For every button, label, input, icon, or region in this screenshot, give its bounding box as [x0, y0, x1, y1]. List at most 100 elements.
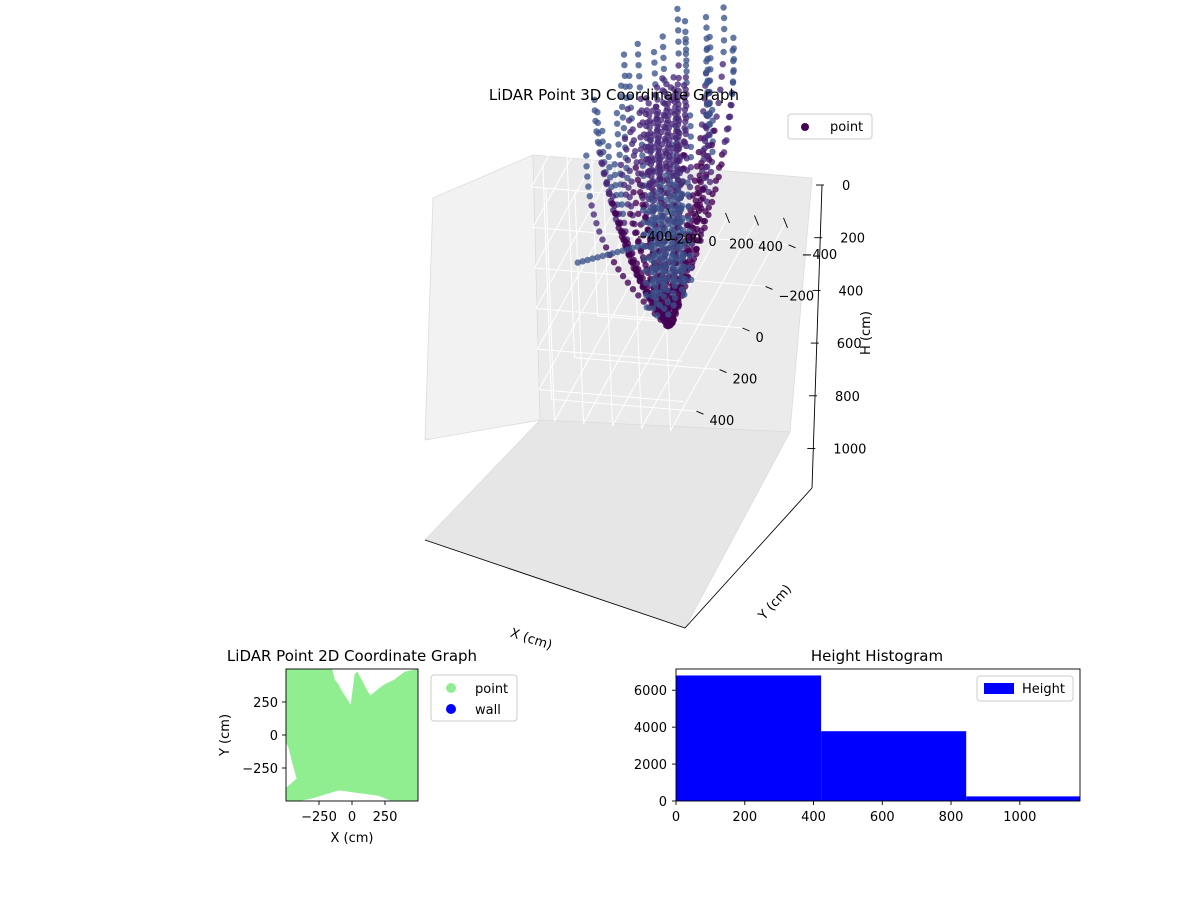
point-3d [621, 135, 629, 142]
point-3d [673, 242, 680, 249]
y-tick-label-3d: 400 [710, 414, 735, 429]
point-3d [730, 34, 737, 41]
point-3d [617, 161, 625, 169]
point-3d [721, 25, 728, 33]
point-3d [637, 134, 644, 141]
point-3d [682, 35, 689, 43]
point-3d [673, 230, 680, 237]
grid-line-left-y [542, 166, 552, 400]
grid-line-back-x [603, 192, 613, 427]
point-3d [651, 270, 659, 277]
point-3d [675, 38, 682, 45]
point-3d [588, 202, 595, 209]
point-3d [729, 79, 737, 86]
plot-histogram: Height Histogram 0 200 400 600 800 1000 0 2000 4… [634, 647, 1081, 825]
point-3d [645, 167, 653, 175]
point-3d [679, 242, 686, 250]
point-3d [598, 159, 605, 166]
point-3d [703, 153, 711, 160]
point-3d [614, 131, 621, 138]
point-3d [643, 304, 650, 311]
point-3d [586, 193, 593, 200]
point-3d [682, 130, 689, 138]
point-3d [639, 194, 646, 202]
grid-line-back-z [537, 348, 683, 362]
point-3d [579, 258, 586, 265]
point-3d [634, 51, 642, 58]
point-3d [686, 228, 693, 235]
point-3d [640, 219, 647, 226]
point-3d [688, 276, 695, 283]
point-3d [624, 105, 631, 113]
point-3d [649, 265, 656, 272]
point-3d [674, 164, 681, 172]
point-3d [661, 278, 668, 286]
point-3d [718, 161, 725, 168]
x-tick-label-hist: 800 [939, 810, 964, 825]
point-3d [619, 114, 627, 121]
point-3d [677, 261, 685, 269]
x-tick-label-3d: −400 [637, 230, 673, 245]
point-3d [633, 159, 640, 166]
point-3d [711, 127, 718, 134]
point-3d [719, 60, 726, 68]
point-3d [685, 203, 692, 211]
point-3d [624, 279, 632, 286]
point-3d [622, 83, 629, 90]
point-3d [619, 247, 626, 254]
point-3d [706, 120, 713, 128]
point-3d [717, 86, 724, 93]
point-3d [668, 108, 675, 115]
point-3d [619, 272, 627, 280]
x-tick-label-3d: 200 [729, 237, 754, 252]
point-3d [702, 13, 710, 21]
point-3d [624, 201, 632, 208]
y-axis-label-2d: Y (cm) [218, 714, 233, 757]
point-3d [706, 178, 714, 186]
point-3d [672, 307, 679, 314]
point-3d [606, 164, 613, 171]
point-3d [639, 275, 646, 282]
point-3d [676, 169, 684, 177]
legend-2d: point wall [430, 674, 518, 722]
point-3d [677, 182, 684, 189]
point-3d [677, 237, 684, 244]
ticks-2d: −250 0 250 −250 0 250 [242, 696, 397, 825]
point-3d [615, 141, 622, 148]
point-3d [639, 182, 646, 190]
point-3d [681, 94, 688, 101]
point-3d [703, 24, 710, 31]
point-3d [712, 186, 719, 193]
point-3d [664, 105, 671, 112]
point-3d [706, 33, 713, 41]
point-3d [634, 176, 642, 184]
point-3d [591, 107, 598, 114]
point-3d [658, 249, 665, 256]
x-tick-label-2d: −250 [301, 810, 337, 825]
point-3d [649, 305, 657, 312]
point-3d [708, 198, 716, 206]
ticks-3d: −400−200 0 200 400−400−20002004000200400600… [637, 179, 867, 457]
y-tick-label-2d: 250 [253, 696, 278, 711]
legend-2d-wall-marker [446, 704, 456, 714]
chart-title-3d: LiDAR Point 3D Coordinate Graph [489, 86, 739, 104]
point-3d [618, 103, 626, 111]
point-3d [640, 207, 647, 214]
point-3d [675, 145, 683, 152]
point-3d [625, 117, 633, 124]
point-3d [655, 120, 662, 128]
point-3d [659, 242, 667, 249]
point-3d [683, 142, 690, 150]
point-3d [653, 128, 660, 135]
point-3d [649, 209, 656, 216]
point-3d [606, 190, 613, 197]
point-3d [590, 211, 597, 218]
grid-line-floor-x [641, 220, 757, 429]
point-3d [654, 108, 662, 116]
point-3d [697, 231, 704, 239]
point-3d [669, 318, 676, 325]
point-3d [668, 96, 675, 103]
point-3d [645, 112, 653, 119]
point-3d [656, 302, 663, 309]
